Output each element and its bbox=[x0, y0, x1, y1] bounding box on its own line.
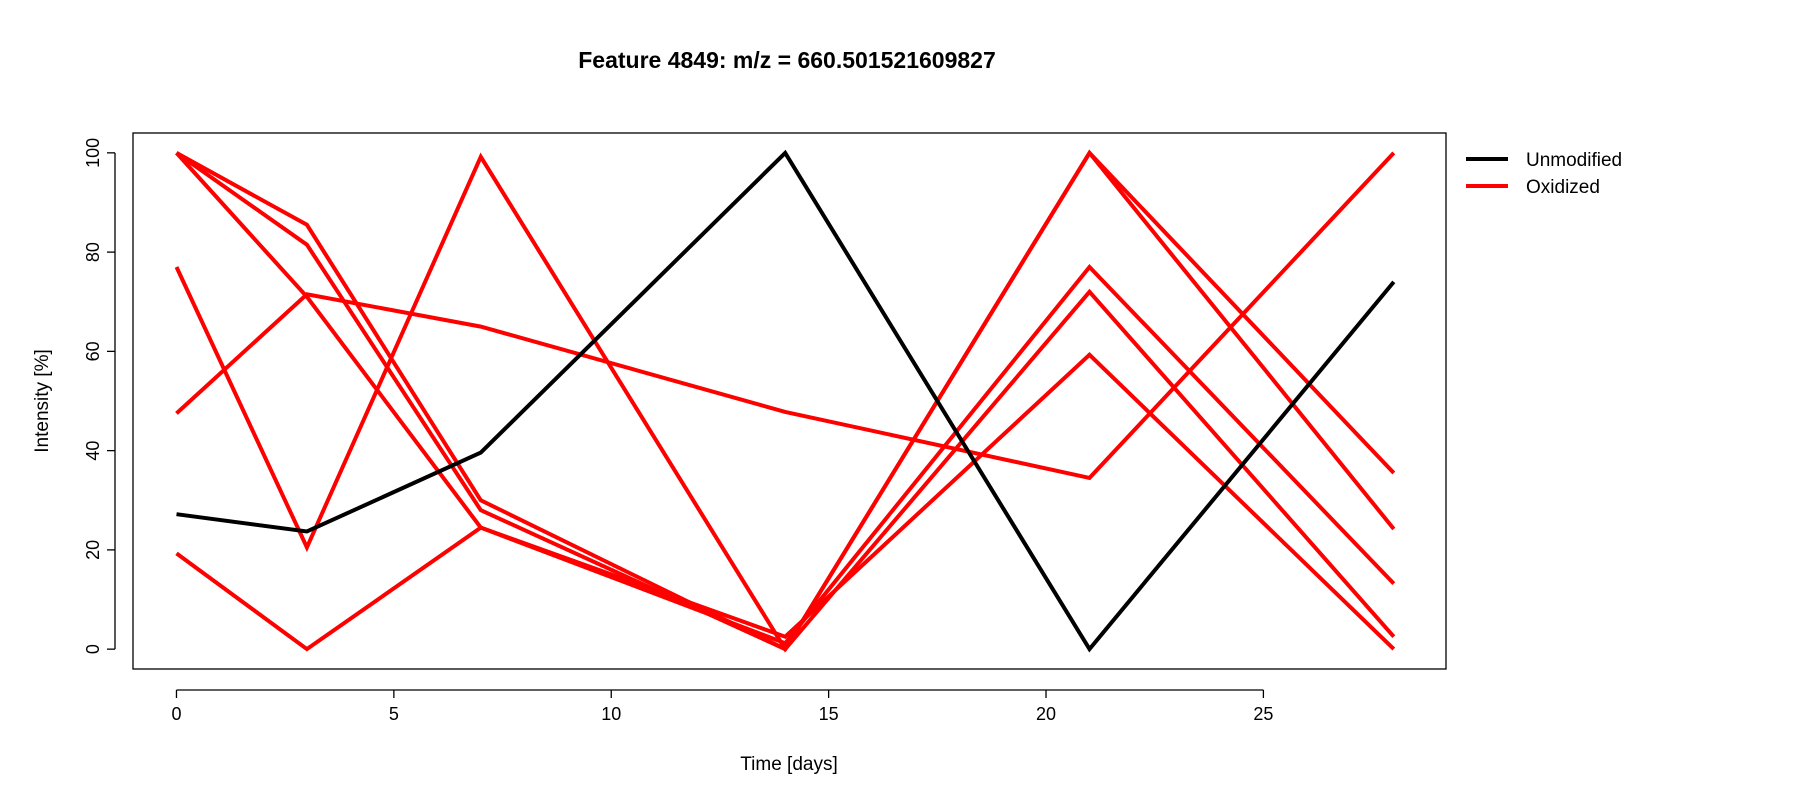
y-tick-label: 60 bbox=[83, 341, 103, 361]
legend-label-oxidized: Oxidized bbox=[1526, 177, 1600, 198]
x-tick-label: 5 bbox=[389, 704, 399, 724]
series-line-oxidized-7 bbox=[175, 352, 1396, 652]
x-tick-label: 20 bbox=[1036, 704, 1056, 724]
y-axis: 0 20 40 60 80 100 bbox=[83, 138, 116, 654]
chart-title: Feature 4849: m/z = 660.501521609827 bbox=[578, 47, 996, 73]
series-line-unmodified-1 bbox=[176, 149, 1396, 653]
x-axis: 0 5 10 15 20 25 bbox=[171, 689, 1273, 724]
legend: Unmodified Oxidized bbox=[1466, 150, 1622, 198]
legend-label-unmodified: Unmodified bbox=[1526, 150, 1622, 171]
x-axis-label: Time [days] bbox=[740, 754, 838, 775]
plot-area-border bbox=[132, 132, 1447, 670]
x-tick-label: 15 bbox=[819, 704, 839, 724]
y-tick-label: 40 bbox=[83, 441, 103, 461]
series-line-oxidized-6 bbox=[175, 151, 1396, 481]
y-tick-label: 80 bbox=[83, 242, 103, 262]
x-tick-label: 25 bbox=[1253, 704, 1273, 724]
y-axis-label: Intensity [%] bbox=[32, 349, 53, 453]
series-group bbox=[174, 149, 1396, 653]
x-tick-label: 0 bbox=[171, 704, 181, 724]
series-line-oxidized-2 bbox=[175, 149, 1396, 652]
y-tick-label: 20 bbox=[83, 540, 103, 560]
series-line-oxidized-3 bbox=[175, 149, 1396, 652]
x-tick-label: 10 bbox=[601, 704, 621, 724]
y-tick-label: 100 bbox=[83, 138, 103, 168]
series-line-oxidized-4 bbox=[175, 151, 1396, 646]
y-tick-label: 0 bbox=[83, 644, 103, 654]
series-line-oxidized-5 bbox=[174, 152, 1396, 653]
